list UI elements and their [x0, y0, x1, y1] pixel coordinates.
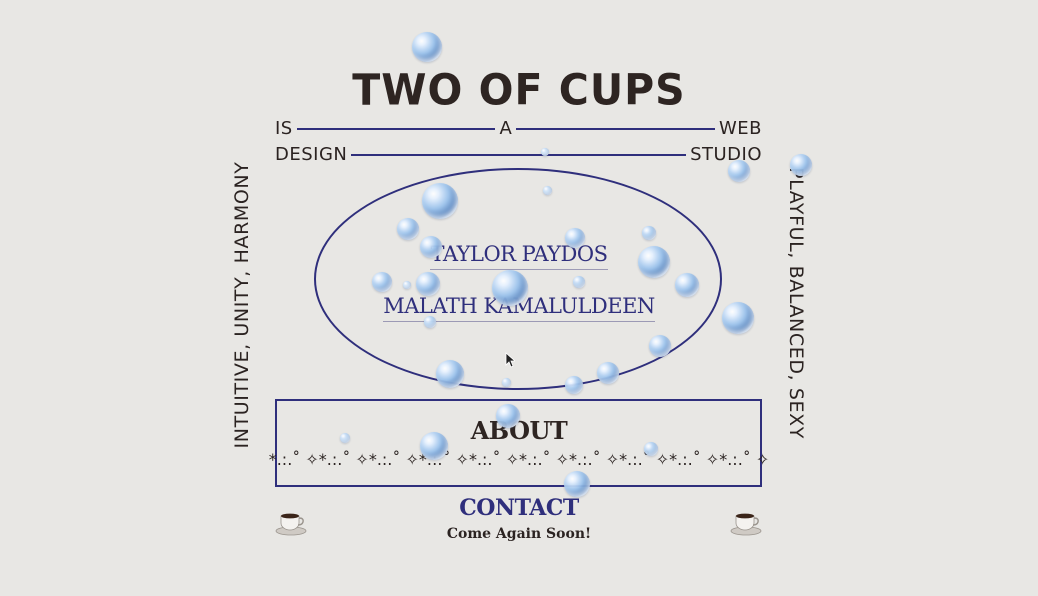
bubble-icon [638, 246, 670, 278]
bubble-icon [564, 471, 590, 497]
bubble-icon [340, 433, 350, 443]
bubble-icon [565, 228, 585, 248]
mouse-pointer-icon [505, 352, 515, 368]
bubble-icon [543, 186, 552, 195]
bubble-icon [649, 335, 671, 357]
tagline-divider [516, 127, 715, 130]
bubble-icon [728, 160, 750, 182]
bubble-icon [573, 276, 585, 288]
tagline-word: STUDIO [690, 144, 762, 165]
bubble-icon [502, 378, 511, 387]
bubble-icon [436, 360, 464, 388]
tagline-word: DESIGN [275, 144, 348, 165]
bubble-icon [642, 226, 656, 240]
tagline-word: A [499, 118, 513, 139]
bubble-icon [372, 272, 392, 292]
bubble-icon [644, 442, 658, 456]
tagline-divider [296, 127, 496, 130]
bubble-icon [397, 218, 419, 240]
bubble-icon [422, 183, 458, 219]
tagline-row-1: IS A WEB [275, 118, 762, 139]
bubble-icon [424, 316, 436, 328]
tagline-row-2: DESIGN STUDIO [275, 144, 762, 165]
contact-link[interactable]: CONTACT [459, 495, 579, 521]
tagline-word: WEB [718, 118, 762, 139]
bubble-icon [492, 270, 528, 306]
farewell-text: Come Again Soon! [446, 526, 592, 542]
bubble-icon [722, 302, 754, 334]
person-name[interactable]: TAYLOR PAYDOS [430, 242, 608, 270]
sparkle-divider: *.:.˚ ✧*.:.˚ ✧*.:.˚ ✧*.:.˚ ✧*.:.˚ ✧*.:.˚… [268, 450, 770, 469]
bubble-icon [565, 376, 583, 394]
bubble-icon [416, 272, 440, 296]
tagline-divider [351, 153, 687, 156]
bubble-icon [403, 281, 411, 289]
bubble-icon [675, 273, 699, 297]
bubble-icon [420, 236, 442, 258]
coffee-cup-icon [730, 513, 762, 536]
names-oval [314, 168, 722, 390]
bubble-icon [790, 154, 812, 176]
about-box[interactable] [275, 399, 762, 487]
site-title: TWO OF CUPS [352, 64, 686, 116]
tagline-word: IS [275, 118, 293, 139]
person-link-taylor[interactable]: TAYLOR PAYDOS [0, 242, 1038, 270]
coffee-cup-icon [275, 513, 307, 536]
bubble-icon [541, 148, 549, 156]
bubble-icon [412, 32, 442, 62]
bubble-icon [597, 362, 619, 384]
bubble-icon [420, 432, 448, 460]
about-link[interactable]: ABOUT [470, 416, 568, 445]
bubble-icon [496, 404, 520, 428]
